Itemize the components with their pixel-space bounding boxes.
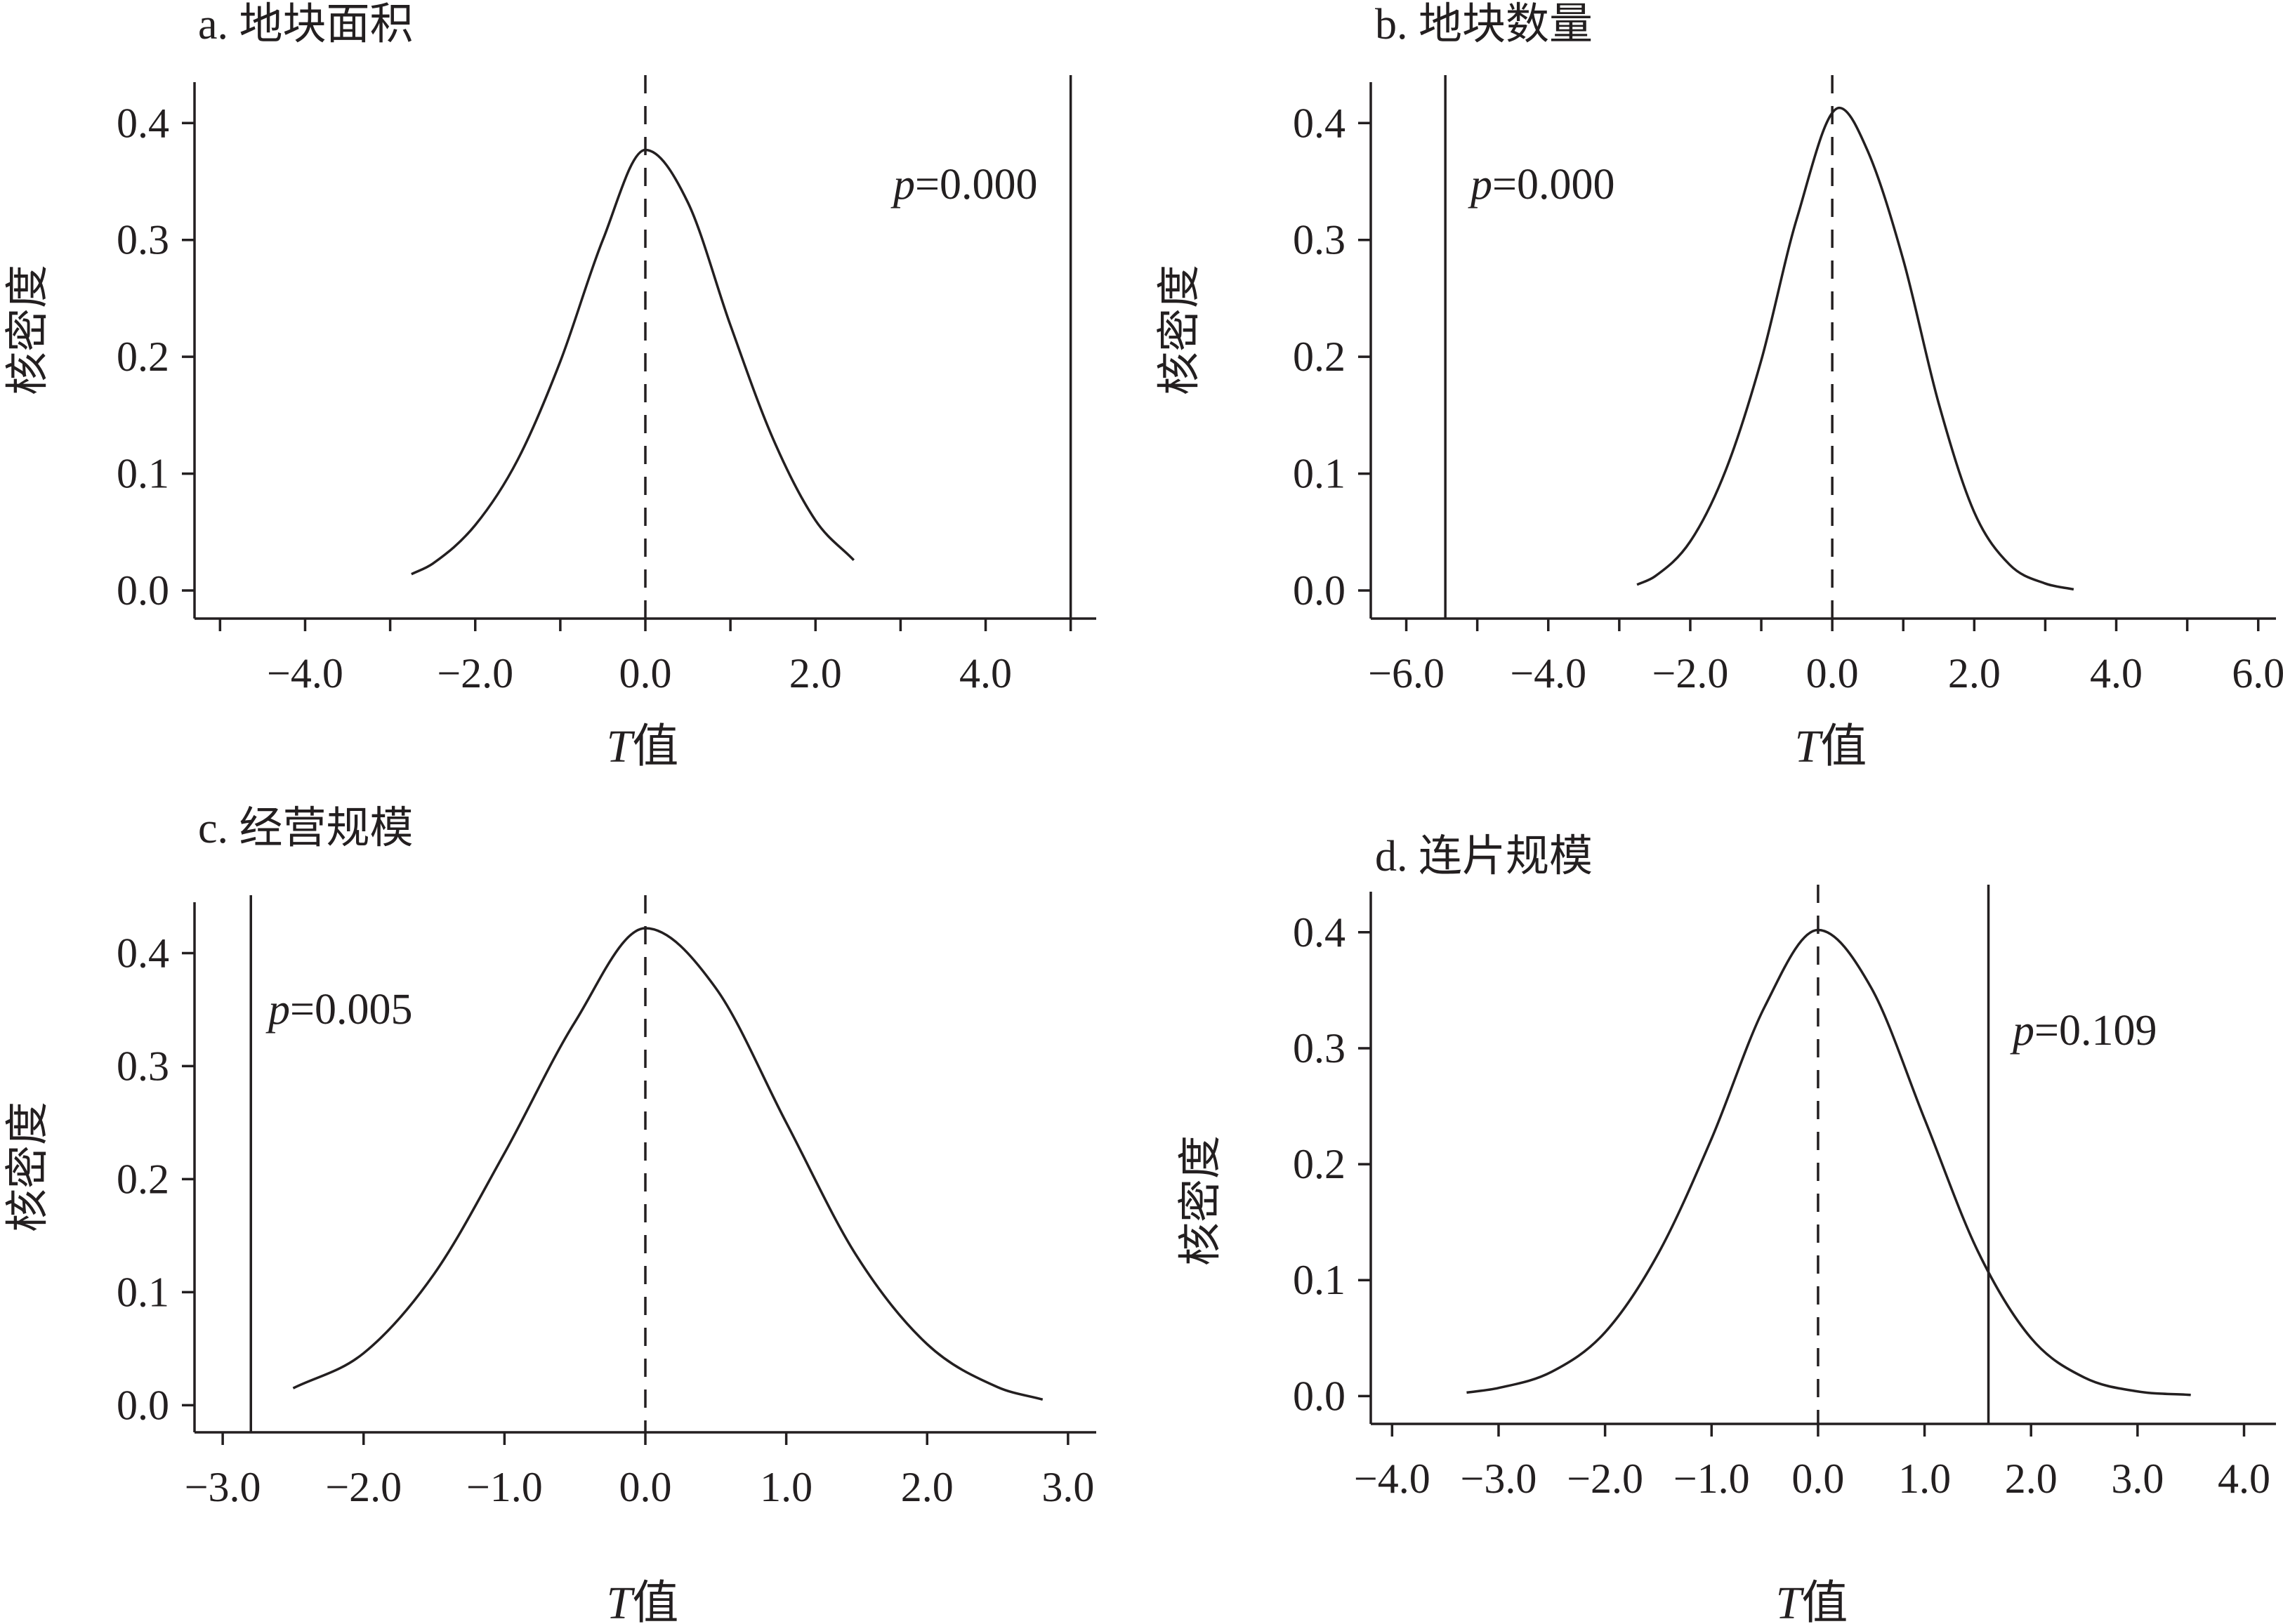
panel-b-x-axis-label: T值: [1795, 721, 1867, 772]
panel-d-x-tick-label: −1.0: [1673, 1455, 1750, 1502]
panel-b-y-tick-label: 0.0: [1293, 567, 1346, 614]
panel-b-p-symbol: p: [1468, 161, 1492, 209]
panel-b-x-axis-text: 值: [1820, 721, 1867, 772]
panel-d-x-tick-label: 2.0: [2005, 1455, 2058, 1502]
panel-b-x-tick-label: −4.0: [1510, 650, 1586, 697]
panel-c-title: c. 经营规模: [198, 805, 414, 852]
panel-c-y-axis-label: 核密度: [4, 1102, 52, 1232]
panel-b-x-tick-label: 0.0: [1806, 650, 1859, 697]
panel-c-p-number: =0.005: [290, 986, 412, 1034]
panel-a-x-axis-label: T值: [607, 721, 679, 772]
panel-d-x-tick-label: −2.0: [1567, 1455, 1643, 1502]
panel-c-x-tick-label: 1.0: [760, 1464, 812, 1510]
panel-d-x-axis-text: 值: [1801, 1578, 1848, 1624]
panel-c-x-axis-symbol: T: [607, 1578, 636, 1624]
panel-b-x-tick-label: −2.0: [1652, 650, 1729, 697]
panel-c-y-tick-label: 0.3: [117, 1043, 169, 1089]
panel-d-y-tick-label: 0.2: [1293, 1141, 1346, 1187]
panel-b-y-axis-label: 核密度: [1156, 265, 1204, 395]
panel-d-x-tick-label: 0.0: [1791, 1455, 1844, 1502]
panel-d-y-tick-label: 0.1: [1293, 1257, 1346, 1303]
panel-a-x-tick-label: 4.0: [959, 650, 1012, 697]
panel-d-x-tick-label: 4.0: [2218, 1455, 2270, 1502]
panel-b-x-axis-symbol: T: [1795, 721, 1824, 772]
panel-b-p-number: =0.000: [1492, 161, 1614, 209]
panel-c-x-tick-label: 3.0: [1041, 1464, 1094, 1510]
panel-a-y-tick-label: 0.2: [117, 334, 169, 380]
panel-d-x-tick-label: 1.0: [1898, 1455, 1951, 1502]
panel-a-y-tick-label: 0.3: [117, 217, 169, 263]
panel-d-density-curve: [1466, 928, 2191, 1397]
panel-c-y-tick-label: 0.4: [117, 930, 169, 976]
panel-d-p-symbol: p: [2010, 1007, 2034, 1055]
panel-d-x-tick-label: 3.0: [2111, 1455, 2164, 1502]
panel-d-p-number: =0.109: [2034, 1007, 2157, 1055]
panel-b-y-tick-label: 0.1: [1293, 451, 1346, 497]
panel-b-x-tick-label: 4.0: [2090, 650, 2143, 697]
panel-c-density-curve: [292, 927, 1044, 1401]
panel-a-p-value: p=0.000: [890, 161, 1037, 209]
panel-b-x-tick-label: 6.0: [2232, 650, 2283, 697]
panel-d-title: d. 连片规模: [1375, 833, 1593, 880]
panel-a-title: a. 地块面积: [198, 1, 414, 48]
panel-d-y-tick-label: 0.4: [1293, 909, 1346, 956]
panel-a-p-symbol: p: [890, 161, 915, 209]
panel-d-y-tick-label: 0.3: [1293, 1025, 1346, 1071]
panel-a-y-tick-label: 0.4: [117, 100, 169, 146]
panel-a-x-tick-label: −2.0: [437, 650, 513, 697]
panel-d: d. 连片规模 0.0 0.1 0.2 0.3 0.4 −4.0 −3.0 −2.0 −1.0 0.…: [1177, 833, 2276, 1624]
panel-c-y-tick-label: 0.0: [117, 1382, 169, 1428]
panel-b-y-tick-label: 0.2: [1293, 334, 1346, 380]
panel-d-y-axis-label: 核密度: [1177, 1135, 1225, 1266]
panel-d-x-axis-symbol: T: [1776, 1578, 1805, 1624]
panel-c-x-axis-label: T值: [607, 1578, 679, 1624]
panel-b-title: b. 地块数量: [1375, 1, 1593, 48]
panel-b-x-tick-label: −6.0: [1368, 650, 1445, 697]
panel-a-x-axis-symbol: T: [607, 721, 636, 772]
panel-a-y-tick-label: 0.1: [117, 451, 169, 497]
panel-a-density-curve: [411, 148, 855, 576]
panel-d-x-tick-label: −3.0: [1461, 1455, 1537, 1502]
panel-c-p-symbol: p: [265, 986, 290, 1034]
panel-c-x-tick-label: −2.0: [325, 1464, 402, 1510]
panel-a-x-tick-label: −4.0: [267, 650, 343, 697]
panel-a: a. 地块面积 0.0 0.1 0.2 0.3 0.4 −4.0 −2.0 0.0 2.0 4.0 p…: [4, 1, 1096, 772]
panel-a-y-tick-label: 0.0: [117, 567, 169, 614]
panel-d-x-tick-label: −4.0: [1354, 1455, 1430, 1502]
panel-d-y-tick-label: 0.0: [1293, 1373, 1346, 1419]
panel-b-x-tick-label: 2.0: [1948, 650, 2001, 697]
panel-c-x-tick-label: 0.0: [619, 1464, 672, 1510]
panel-c-p-value: p=0.005: [265, 986, 412, 1034]
panel-c-y-tick-label: 0.2: [117, 1156, 169, 1202]
panel-c: c. 经营规模 0.0 0.1 0.2 0.3 0.4 −3.0 −2.0 −1.0 0.0 1.0…: [4, 805, 1096, 1624]
panel-a-p-number: =0.000: [915, 161, 1037, 209]
panel-a-x-tick-label: 2.0: [789, 650, 842, 697]
panel-b-density-curve: [1636, 106, 2074, 591]
panel-b-y-tick-label: 0.4: [1293, 100, 1346, 146]
panel-c-x-tick-label: 2.0: [901, 1464, 954, 1510]
panel-a-x-tick-label: 0.0: [619, 650, 672, 697]
panel-a-x-axis-text: 值: [632, 721, 678, 772]
panel-b-y-tick-label: 0.3: [1293, 217, 1346, 263]
panel-d-x-axis-label: T值: [1776, 1578, 1848, 1624]
panel-b: b. 地块数量 0.0 0.1 0.2 0.3 0.4 −6.0 −4.0 −2.0 0.0 2.0…: [1156, 1, 2283, 772]
panel-c-x-tick-label: −3.0: [185, 1464, 261, 1510]
panel-d-p-value: p=0.109: [2010, 1007, 2157, 1055]
panel-c-x-axis-text: 值: [632, 1578, 678, 1624]
panel-b-p-value: p=0.000: [1468, 161, 1614, 209]
panel-a-y-axis-label: 核密度: [4, 265, 52, 395]
panel-c-x-tick-label: −1.0: [466, 1464, 543, 1510]
panel-c-y-tick-label: 0.1: [117, 1269, 169, 1315]
